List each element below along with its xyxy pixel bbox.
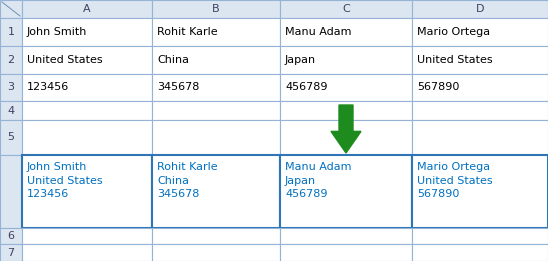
- Bar: [0, 120, 22, 155]
- Bar: [22, 155, 152, 228]
- Bar: [22, 46, 152, 74]
- Text: 7: 7: [8, 247, 15, 258]
- Bar: [280, 74, 412, 101]
- Text: Mario Ortega: Mario Ortega: [417, 162, 490, 172]
- Text: United States: United States: [27, 175, 102, 186]
- Text: 567890: 567890: [417, 189, 459, 199]
- Bar: [0, 244, 22, 261]
- Bar: [280, 46, 412, 74]
- Text: B: B: [212, 4, 220, 14]
- Text: United States: United States: [27, 55, 102, 65]
- Text: 123456: 123456: [27, 82, 69, 92]
- Text: Japan: Japan: [285, 175, 316, 186]
- Text: D: D: [476, 4, 484, 14]
- Bar: [152, 155, 280, 228]
- Bar: [280, 228, 412, 244]
- Text: 456789: 456789: [285, 82, 328, 92]
- Bar: [0, 46, 22, 74]
- Text: John Smith: John Smith: [27, 27, 87, 37]
- Bar: [280, 155, 412, 228]
- Bar: [412, 101, 548, 120]
- Text: Mario Ortega: Mario Ortega: [417, 27, 490, 37]
- Text: 345678: 345678: [157, 189, 199, 199]
- Bar: [412, 228, 548, 244]
- Bar: [22, 74, 152, 101]
- Text: 456789: 456789: [285, 189, 328, 199]
- Text: 2: 2: [8, 55, 15, 65]
- Bar: [152, 74, 280, 101]
- Text: Japan: Japan: [285, 55, 316, 65]
- Bar: [152, 228, 280, 244]
- Bar: [152, 101, 280, 120]
- Text: Manu Adam: Manu Adam: [285, 162, 351, 172]
- Bar: [152, 244, 280, 261]
- Bar: [0, 74, 22, 101]
- Bar: [412, 74, 548, 101]
- Text: 5: 5: [8, 133, 14, 143]
- Text: 1: 1: [8, 27, 14, 37]
- Text: 4: 4: [8, 105, 15, 116]
- Bar: [412, 46, 548, 74]
- Bar: [412, 120, 548, 155]
- Bar: [0, 228, 22, 244]
- Text: 6: 6: [8, 231, 14, 241]
- Bar: [0, 155, 22, 228]
- Text: 123456: 123456: [27, 189, 69, 199]
- Bar: [412, 0, 548, 18]
- Text: A: A: [83, 4, 91, 14]
- Bar: [412, 244, 548, 261]
- Bar: [22, 18, 152, 46]
- Bar: [22, 244, 152, 261]
- FancyArrow shape: [331, 105, 361, 153]
- Text: 567890: 567890: [417, 82, 459, 92]
- Bar: [412, 155, 548, 228]
- Bar: [22, 228, 152, 244]
- Bar: [22, 101, 152, 120]
- Text: John Smith: John Smith: [27, 162, 87, 172]
- Bar: [280, 0, 412, 18]
- Bar: [0, 0, 22, 18]
- Text: C: C: [342, 4, 350, 14]
- Bar: [152, 120, 280, 155]
- Bar: [280, 101, 412, 120]
- Text: 345678: 345678: [157, 82, 199, 92]
- Text: 3: 3: [8, 82, 14, 92]
- Text: Rohit Karle: Rohit Karle: [157, 162, 218, 172]
- Bar: [280, 244, 412, 261]
- Text: United States: United States: [417, 175, 493, 186]
- Text: Manu Adam: Manu Adam: [285, 27, 351, 37]
- Text: China: China: [157, 55, 189, 65]
- Bar: [22, 120, 152, 155]
- Bar: [0, 18, 22, 46]
- Text: China: China: [157, 175, 189, 186]
- Bar: [0, 101, 22, 120]
- Bar: [280, 120, 412, 155]
- Bar: [152, 46, 280, 74]
- Bar: [22, 0, 152, 18]
- Text: United States: United States: [417, 55, 493, 65]
- Bar: [152, 0, 280, 18]
- Bar: [280, 18, 412, 46]
- Bar: [412, 18, 548, 46]
- Text: Rohit Karle: Rohit Karle: [157, 27, 218, 37]
- Bar: [152, 18, 280, 46]
